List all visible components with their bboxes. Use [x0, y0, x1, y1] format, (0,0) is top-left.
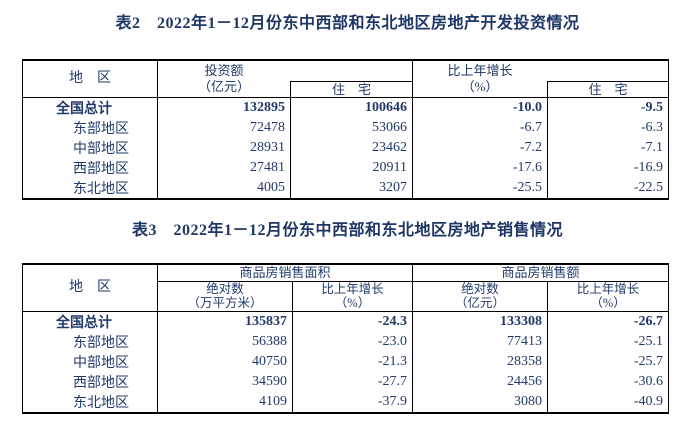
t3-area-growth-cell: -27.7: [291, 372, 413, 393]
t2-invest-cell: 132895: [157, 97, 291, 119]
t3-amount-growth-cell: -26.7: [547, 311, 669, 333]
t3-region-cell: 东北地区: [73, 396, 129, 412]
t3-amount-growth-cell: -30.6: [547, 372, 669, 393]
table3-title: 表3 2022年1－12月份东中西部和东北地区房地产销售情况: [131, 222, 563, 239]
t2-growth-res-cell: -22.5: [547, 178, 669, 200]
t3-header-area-growth: 比上年增长 （%）: [291, 281, 413, 312]
t3-area-growth-cell: -23.0: [291, 332, 413, 353]
t3-amount-growth-cell: -25.1: [547, 332, 669, 353]
t3-header-amount-abs-label: 绝对数: [461, 281, 499, 296]
t2-header-growth-unit: （%）: [461, 79, 499, 95]
t3-area-growth-cell: -24.3: [291, 311, 413, 333]
table-row: 东北地区 4005 3207 -25.5 -22.5: [23, 178, 669, 200]
table-row: 东部地区 56388 -23.0 77413 -25.1: [23, 332, 669, 353]
t3-area-growth-cell: -37.9: [291, 392, 413, 414]
t2-header-invest-label: 投资额: [204, 63, 244, 79]
t3-header-region: 地 区: [22, 264, 158, 312]
t3-header-group-amount: 商品房销售额: [412, 264, 669, 282]
t3-amount-growth-cell: -40.9: [547, 392, 669, 414]
t2-header-spacer-1: [290, 60, 413, 82]
t3-region-cell: 中部地区: [73, 356, 129, 372]
t2-growth-res-cell: -6.3: [547, 118, 669, 139]
t3-region-cell: 东部地区: [73, 336, 129, 352]
t3-header-area-growth-label: 比上年增长: [321, 281, 384, 296]
t3-header-area-abs: 绝对数 （万平方米）: [158, 281, 293, 312]
t3-area-growth-cell: -21.3: [291, 352, 413, 373]
t2-invest-res-cell: 53066: [290, 118, 413, 139]
t2-growth-cell: -6.7: [412, 118, 548, 139]
t3-amount-cell: 77413: [412, 332, 548, 353]
t3-area-cell: 34590: [157, 372, 293, 393]
t2-invest-res-cell: 20911: [290, 158, 413, 179]
t2-region-cell: 全国总计: [22, 97, 158, 119]
t3-area-cell: 56388: [157, 332, 293, 353]
t2-growth-res-cell: -7.1: [547, 138, 669, 159]
t2-region-cell: 东北地区: [73, 182, 129, 198]
table2-investment: 地 区 投资额 （亿元） 比上年增长 （%） 住 宅 住 宅 全国总计 1328…: [22, 59, 669, 201]
t2-invest-res-cell: 23462: [290, 138, 413, 159]
t2-region-cell: 东部地区: [73, 122, 129, 138]
t2-invest-cell: 27481: [157, 158, 291, 179]
t2-growth-res-cell: -16.9: [547, 158, 669, 179]
t3-amount-cell: 133308: [412, 311, 548, 333]
t3-region-cell: 全国总计: [22, 311, 158, 333]
table-row: 全国总计 135837 -24.3 133308 -26.7: [22, 311, 669, 333]
t3-amount-growth-cell: -25.7: [547, 352, 669, 373]
table3-sales: 地 区 商品房销售面积 商品房销售额 绝对数 （万平方米） 比上年增长 （%） …: [22, 263, 670, 415]
t2-region-cell: 西部地区: [73, 162, 129, 178]
t2-growth-cell: -25.5: [412, 178, 548, 200]
t3-header-amount-abs: 绝对数 （亿元）: [412, 281, 548, 312]
t3-header-amount-abs-unit: （亿元）: [455, 296, 506, 311]
t2-header-region: 地 区: [22, 60, 158, 98]
table-row: 中部地区 28931 23462 -7.2 -7.1: [23, 138, 669, 159]
t3-area-cell: 4109: [157, 392, 293, 414]
t3-header-area-growth-unit: （%）: [334, 296, 371, 311]
t2-header-invest-unit: （亿元）: [197, 79, 250, 95]
t2-header-growth-label: 比上年增长: [447, 63, 513, 79]
t2-invest-res-cell: 3207: [290, 178, 413, 200]
table-row: 中部地区 40750 -21.3 28358 -25.7: [23, 352, 669, 373]
t3-area-cell: 135837: [157, 311, 293, 333]
t3-header-area-abs-label: 绝对数: [206, 281, 244, 296]
table-row: 西部地区 27481 20911 -17.6 -16.9: [23, 158, 669, 179]
table-row: 东北地区 4109 -37.9 3080 -40.9: [23, 392, 669, 414]
t2-growth-cell: -17.6: [412, 158, 548, 179]
table-row: 西部地区 34590 -27.7 24456 -30.6: [23, 372, 669, 393]
t2-header-invest: 投资额 （亿元）: [158, 60, 291, 98]
t2-header-growth-residential: 住 宅: [547, 81, 669, 98]
t2-invest-cell: 4005: [157, 178, 291, 200]
t3-area-cell: 40750: [157, 352, 293, 373]
t3-header-area-abs-unit: （万平方米）: [187, 296, 263, 311]
t2-growth-cell: -7.2: [412, 138, 548, 159]
t2-growth-cell: -10.0: [412, 97, 548, 119]
t3-header-amount-growth-unit: （%）: [590, 296, 626, 311]
t2-header-growth: 比上年增长 （%）: [412, 60, 548, 98]
table-row: 全国总计 132895 100646 -10.0 -9.5: [22, 97, 669, 119]
t3-amount-cell: 28358: [412, 352, 548, 373]
t3-amount-cell: 3080: [412, 392, 548, 414]
t2-invest-res-cell: 100646: [290, 97, 413, 119]
t3-header-amount-growth: 比上年增长 （%）: [547, 281, 669, 312]
t2-invest-cell: 28931: [157, 138, 291, 159]
t2-header-invest-residential: 住 宅: [290, 81, 413, 98]
t2-header-spacer-2: [547, 60, 669, 82]
t3-header-group-area: 商品房销售面积: [157, 264, 413, 282]
t2-invest-cell: 72478: [157, 118, 291, 139]
t3-header-amount-growth-label: 比上年增长: [576, 281, 640, 296]
table2-title: 表2 2022年1－12月份东中西部和东北地区房地产开发投资情况: [115, 15, 580, 32]
t3-amount-cell: 24456: [412, 372, 548, 393]
table-row: 东部地区 72478 53066 -6.7 -6.3: [23, 118, 669, 139]
t3-region-cell: 西部地区: [73, 376, 129, 392]
t2-growth-res-cell: -9.5: [547, 97, 669, 119]
t2-region-cell: 中部地区: [73, 142, 129, 158]
